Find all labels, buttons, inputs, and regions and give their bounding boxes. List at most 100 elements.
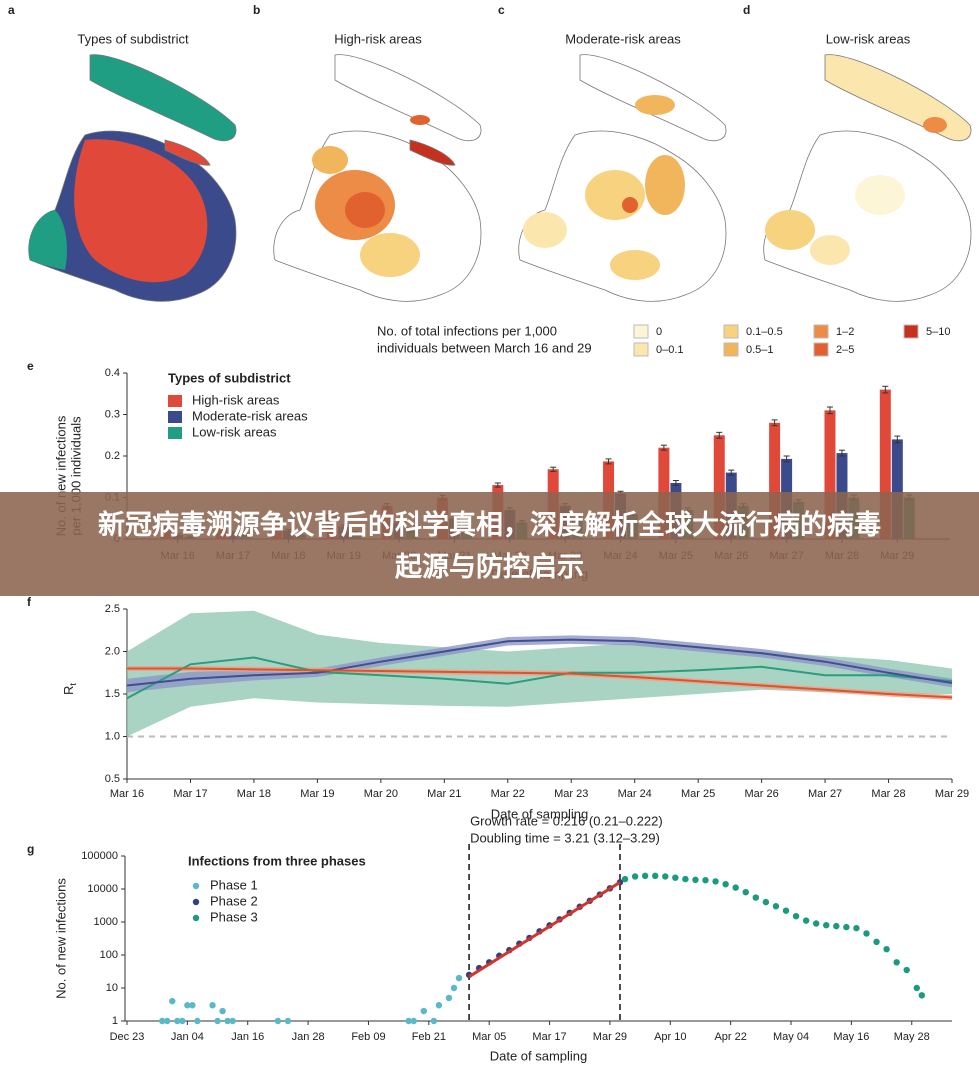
y-tick-label: 100000 xyxy=(81,850,118,862)
map-legend-label: 1–2 xyxy=(836,326,854,338)
x-tick-label: May 16 xyxy=(833,1031,869,1043)
legend-swatch xyxy=(168,411,182,423)
x-tick-label: Mar 19 xyxy=(300,788,334,800)
line xyxy=(126,656,953,700)
map-legend-swatch xyxy=(723,324,739,339)
y-axis-title-sub: t xyxy=(68,683,78,686)
panel-letter: g xyxy=(27,842,34,856)
point xyxy=(772,903,780,910)
y-tick-label: 0.4 xyxy=(105,367,120,379)
y-tick-label: 1.0 xyxy=(105,730,120,742)
map-legend-swatch xyxy=(813,342,829,357)
bar xyxy=(769,422,781,539)
x-tick-label: Mar 29 xyxy=(593,1031,627,1043)
y-tick-label: 0.2 xyxy=(105,450,120,462)
point xyxy=(702,876,709,884)
x-axis-title: Date of sampling xyxy=(491,806,589,821)
point xyxy=(782,907,790,914)
panel-letter: a xyxy=(8,3,15,17)
x-tick-label: May 28 xyxy=(894,1031,930,1043)
map-legend-title: No. of total infections per 1,000 xyxy=(377,323,557,338)
x-tick-label: Mar 18 xyxy=(237,788,271,800)
map-legend-title: individuals between March 16 and 29 xyxy=(377,340,592,355)
map-legend-label: 5–10 xyxy=(926,326,950,338)
error-bar xyxy=(826,406,833,415)
point xyxy=(883,945,890,953)
banner-title: 新冠病毒溯源争议背后的科学真相，深度解析全球大流行病的病毒起源与防控启示 xyxy=(98,509,881,583)
error-bar xyxy=(672,479,679,486)
legend-marker xyxy=(192,898,200,906)
point xyxy=(420,1007,427,1015)
point xyxy=(405,1017,412,1025)
y-tick-label: 10 xyxy=(106,982,118,994)
point xyxy=(853,924,860,932)
point xyxy=(159,1017,166,1025)
x-tick-label: Mar 16 xyxy=(110,788,144,800)
point xyxy=(712,878,719,885)
map-legend-label: 0.1–0.5 xyxy=(746,326,783,338)
x-axis-title: Date of sampling xyxy=(490,1048,588,1063)
legend-label: Phase 2 xyxy=(210,893,258,908)
point xyxy=(873,938,880,946)
error-bar xyxy=(771,419,778,427)
x-tick-label: Mar 24 xyxy=(618,788,652,800)
point xyxy=(893,959,900,966)
map-title: Types of subdistrict xyxy=(77,31,189,46)
x-tick-label: Mar 22 xyxy=(491,788,525,800)
point xyxy=(194,1017,201,1025)
point xyxy=(823,921,830,929)
point xyxy=(219,1007,226,1015)
error-bar xyxy=(783,455,790,463)
legend-title: Types of subdistrict xyxy=(168,370,291,385)
point xyxy=(833,922,840,930)
map-legend-swatch xyxy=(633,342,649,357)
map-d xyxy=(763,54,972,302)
x-tick-label: Feb 21 xyxy=(412,1031,446,1043)
point xyxy=(621,875,629,883)
error-bar xyxy=(716,431,723,439)
y-tick-label: 2.5 xyxy=(105,603,120,615)
bar xyxy=(824,410,836,539)
map-legend-label: 2–5 xyxy=(836,344,854,356)
legend-label: High-risk areas xyxy=(192,392,280,407)
banner-title-line: 起源与防控启示 xyxy=(395,552,584,583)
map-legend-label: 0.5–1 xyxy=(746,344,774,356)
point xyxy=(445,994,453,1002)
map-title: High-risk areas xyxy=(334,31,422,46)
error-bar xyxy=(660,444,667,451)
legend-marker xyxy=(192,882,200,890)
point xyxy=(435,1002,443,1009)
x-tick-label: Apr 22 xyxy=(714,1031,746,1043)
x-tick-label: Mar 25 xyxy=(681,788,715,800)
y-axis-title: Rt xyxy=(61,683,78,695)
point xyxy=(184,1002,191,1009)
error-bar xyxy=(605,458,612,465)
map-legend-label: 0–0.1 xyxy=(656,344,684,356)
bar xyxy=(879,389,891,539)
map-legend-swatch xyxy=(813,324,829,339)
x-tick-label: Mar 17 xyxy=(173,788,207,800)
x-tick-label: May 04 xyxy=(773,1031,809,1043)
annotation: Growth rate = 0.216 (0.21–0.222) xyxy=(470,813,663,828)
panel-letter: b xyxy=(253,3,260,17)
legend-label: Moderate-risk areas xyxy=(192,408,308,423)
point xyxy=(209,1002,216,1009)
x-tick-label: Mar 05 xyxy=(472,1031,506,1043)
y-tick-label: 1 xyxy=(112,1015,118,1027)
bar xyxy=(713,435,725,539)
point xyxy=(913,984,920,992)
banner-title-line: 新冠病毒溯源争议背后的科学真相，深度解析全球大流行病的病毒 xyxy=(98,509,881,541)
map-legend-label: 0 xyxy=(656,326,662,338)
point xyxy=(450,984,458,992)
point xyxy=(284,1017,292,1025)
point xyxy=(742,888,749,896)
map-b xyxy=(273,54,482,302)
point xyxy=(179,1017,186,1025)
x-tick-label: Mar 21 xyxy=(427,788,461,800)
line xyxy=(126,638,953,687)
point xyxy=(752,894,760,901)
map-title: Moderate-risk areas xyxy=(565,31,681,46)
point xyxy=(631,873,639,880)
point xyxy=(455,974,463,982)
